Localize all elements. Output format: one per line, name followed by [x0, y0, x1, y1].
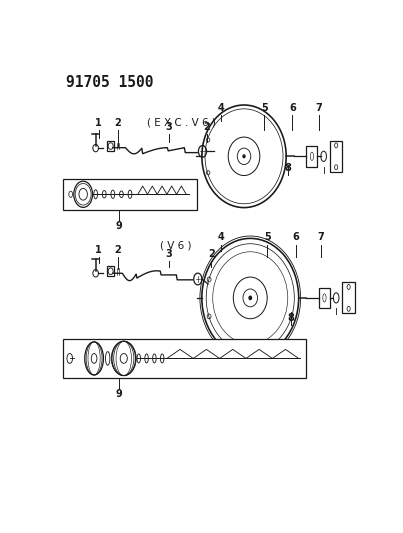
Text: 1: 1	[96, 118, 102, 127]
Bar	[330, 141, 343, 172]
Text: 6: 6	[292, 232, 299, 243]
Bar	[107, 266, 114, 276]
Text: 9: 9	[116, 389, 123, 399]
Text: 4: 4	[217, 103, 224, 113]
Text: 9: 9	[116, 221, 123, 231]
Text: 6: 6	[289, 103, 296, 113]
Text: 91705 1500: 91705 1500	[66, 76, 154, 91]
Text: 2: 2	[208, 249, 214, 259]
Text: 8: 8	[287, 312, 294, 322]
Bar	[107, 141, 114, 151]
Text: 2: 2	[114, 118, 121, 127]
Ellipse shape	[248, 295, 252, 300]
Text: 8: 8	[284, 163, 291, 173]
Text: 5: 5	[264, 232, 271, 243]
Text: 4: 4	[217, 232, 224, 243]
Text: 3: 3	[166, 249, 172, 259]
Bar	[343, 282, 355, 313]
Text: 7: 7	[317, 232, 324, 243]
Text: 5: 5	[261, 103, 268, 113]
Bar	[63, 179, 197, 209]
Bar	[319, 288, 330, 308]
Bar	[63, 339, 306, 378]
Text: 7: 7	[316, 103, 322, 113]
Text: 2: 2	[114, 245, 121, 255]
Text: ( E X C . V 6 ): ( E X C . V 6 )	[147, 118, 216, 127]
Ellipse shape	[242, 154, 246, 158]
Text: 3: 3	[166, 122, 172, 132]
Bar	[306, 146, 318, 166]
Text: 1: 1	[96, 245, 102, 255]
Text: ( V 6 ): ( V 6 )	[160, 241, 191, 251]
Text: 2: 2	[203, 122, 210, 132]
